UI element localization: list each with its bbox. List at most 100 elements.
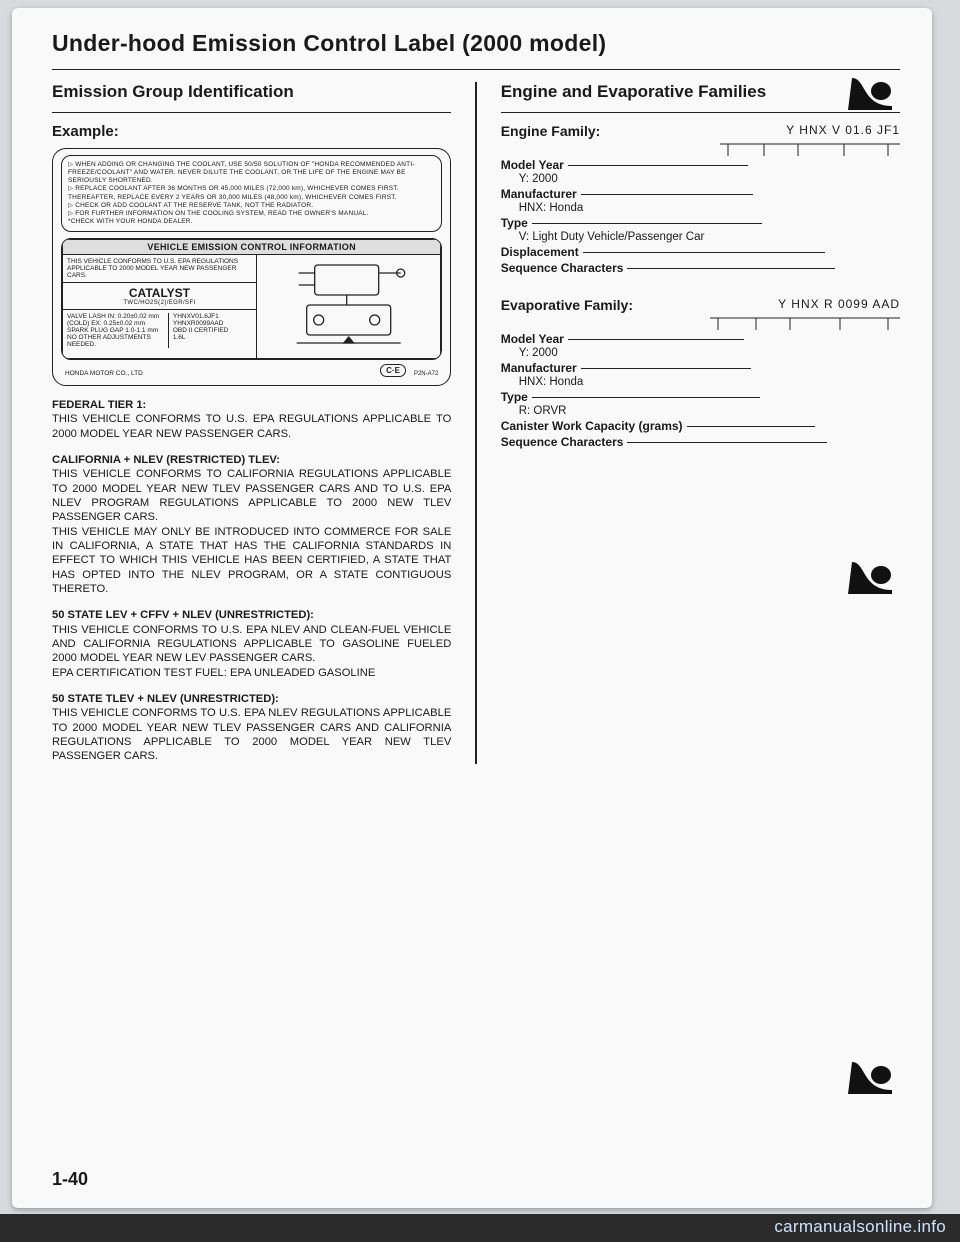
engine-rows: Model YearY: 2000ManufacturerHNX: HondaT… — [501, 158, 900, 275]
note-2: ▷ CHECK OR ADD COOLANT AT THE RESERVE TA… — [68, 202, 435, 210]
paragraph-1: CALIFORNIA + NLEV (RESTRICTED) TLEV:THIS… — [52, 453, 451, 596]
vacuum-diagram-icon — [261, 259, 436, 354]
coolant-notes: ▷ WHEN ADDING OR CHANGING THE COOLANT, U… — [61, 155, 442, 232]
engine-family-block: Engine Family: Y HNX V 01.6 JF1 — [501, 123, 900, 275]
spec-0: VALVE LASH IN: 0.20±0.02 mm — [67, 313, 162, 320]
leader-line — [583, 252, 825, 253]
family-row-key: Model Year — [501, 158, 564, 172]
left-column: Emission Group Identification Example: ▷… — [52, 80, 451, 764]
family-row-value: Y: 2000 — [519, 347, 900, 359]
example-label: Example: — [52, 123, 451, 140]
catalyst-label: CATALYST TWC/HO2S(2)/EGR/SFI — [63, 283, 256, 310]
note-3: ▷ FOR FURTHER INFORMATION ON THE COOLING… — [68, 210, 435, 218]
ce-sub: P2N-A72 — [414, 371, 438, 377]
family-row-key: Manufacturer — [501, 361, 577, 375]
right-specs-col: YHNXV01.6JF1 YHNXR0099AAD OBD II CERTIFI… — [168, 313, 252, 348]
veci-box: VEHICLE EMISSION CONTROL INFORMATION THI… — [61, 238, 442, 360]
evap-family-code: Y HNX R 0099 AAD — [778, 297, 900, 311]
family-row-key: Model Year — [501, 332, 564, 346]
rspec-1: YHNXR0099AAD — [173, 320, 252, 327]
family-row-key: Type — [501, 390, 528, 404]
leader-line — [532, 223, 762, 224]
paragraph-0: FEDERAL TIER 1:THIS VEHICLE CONFORMS TO … — [52, 398, 451, 441]
right-section-heading: Engine and Evaporative Families — [501, 82, 900, 102]
family-row-value: HNX: Honda — [519, 202, 900, 214]
note-0: ▷ WHEN ADDING OR CHANGING THE COOLANT, U… — [68, 161, 435, 185]
rspec-0: YHNXV01.6JF1 — [173, 313, 252, 320]
catalyst-text: CATALYST — [129, 286, 190, 300]
family-row: Sequence Characters — [501, 261, 900, 275]
family-row-key: Type — [501, 216, 528, 230]
punch-tab-top — [848, 76, 894, 110]
engine-family-header: Engine Family: Y HNX V 01.6 JF1 — [501, 123, 900, 141]
engine-family-label: Engine Family: — [501, 123, 601, 139]
leader-line — [568, 339, 744, 340]
family-row-key: Sequence Characters — [501, 435, 624, 449]
emission-label-illustration: ▷ WHEN ADDING OR CHANGING THE COOLANT, U… — [52, 148, 451, 386]
family-row-value: Y: 2000 — [519, 173, 900, 185]
column-divider — [475, 82, 476, 764]
veci-header: VEHICLE EMISSION CONTROL INFORMATION — [62, 239, 441, 255]
rspec-2: OBD II CERTIFIED — [173, 327, 252, 334]
note-1: ▷ REPLACE COOLANT AFTER 36 MONTHS OR 45,… — [68, 185, 435, 201]
leader-line — [532, 397, 760, 398]
spec-3: NO OTHER ADJUSTMENTS NEEDED. — [67, 334, 162, 348]
left-rule — [52, 112, 451, 113]
rspec-3: 1.6L — [173, 334, 252, 341]
page-title: Under-hood Emission Control Label (2000 … — [52, 30, 900, 57]
right-column: Engine and Evaporative Families Engine F… — [501, 80, 900, 764]
leader-line — [687, 426, 815, 427]
note-4: *CHECK WITH YOUR HONDA DEALER. — [68, 218, 435, 226]
paragraph-heading: 50 STATE TLEV + NLEV (UNRESTRICTED): — [52, 693, 279, 705]
punch-tab-mid — [848, 560, 894, 594]
watermark-bar: carmanualsonline.info — [0, 1214, 960, 1242]
evap-family-header: Evaporative Family: Y HNX R 0099 AAD — [501, 297, 900, 315]
evap-family-block: Evaporative Family: Y HNX R 0099 AAD — [501, 297, 900, 449]
page: Under-hood Emission Control Label (2000 … — [12, 8, 932, 1208]
family-row-key: Displacement — [501, 245, 579, 259]
family-row: Displacement — [501, 245, 900, 259]
leader-line — [627, 268, 835, 269]
family-row: Model YearY: 2000 — [501, 332, 900, 359]
paragraph-heading: FEDERAL TIER 1: — [52, 399, 146, 411]
family-row-key: Sequence Characters — [501, 261, 624, 275]
paragraph-3: 50 STATE TLEV + NLEV (UNRESTRICTED):THIS… — [52, 692, 451, 764]
family-row: Canister Work Capacity (grams) — [501, 419, 900, 433]
catalyst-sub: TWC/HO2S(2)/EGR/SFI — [67, 300, 252, 306]
spec-2: SPARK PLUG GAP 1.0-1.1 mm — [67, 327, 162, 334]
paragraph-heading: 50 STATE LEV + CFFV + NLEV (UNRESTRICTED… — [52, 609, 314, 621]
evap-rows: Model YearY: 2000 ManufacturerHNX: Honda T… — [501, 332, 900, 449]
paragraph-2: 50 STATE LEV + CFFV + NLEV (UNRESTRICTED… — [52, 608, 451, 680]
veci-conform-note: THIS VEHICLE CONFORMS TO U.S. EPA REGULA… — [63, 255, 256, 283]
family-row: ManufacturerHNX: Honda — [501, 187, 900, 214]
spec-1: (COLD) EX: 0.25±0.02 mm — [67, 320, 162, 327]
watermark-text: carmanualsonline.info — [774, 1217, 946, 1236]
family-row-value: HNX: Honda — [519, 376, 900, 388]
specs-col: VALVE LASH IN: 0.20±0.02 mm (COLD) EX: 0… — [67, 313, 162, 348]
family-row-value: R: ORVR — [519, 405, 900, 417]
columns: Emission Group Identification Example: ▷… — [52, 80, 900, 764]
paragraphs: FEDERAL TIER 1:THIS VEHICLE CONFORMS TO … — [52, 398, 451, 764]
family-row: Sequence Characters — [501, 435, 900, 449]
leader-line — [581, 368, 751, 369]
left-section-heading: Emission Group Identification — [52, 82, 451, 102]
honda-motor-co: HONDA MOTOR CO., LTD — [65, 370, 143, 377]
family-row: Model YearY: 2000 — [501, 158, 900, 185]
right-rule — [501, 112, 900, 113]
family-row-value: V: Light Duty Vehicle/Passenger Car — [519, 231, 900, 243]
veci-diagram-cell — [257, 255, 440, 358]
engine-tick-row — [501, 142, 900, 156]
paragraph-heading: CALIFORNIA + NLEV (RESTRICTED) TLEV: — [52, 454, 280, 466]
evap-family-label: Evaporative Family: — [501, 297, 633, 313]
engine-family-code: Y HNX V 01.6 JF1 — [786, 123, 900, 137]
evap-tick-row — [501, 316, 900, 330]
veci-body: THIS VEHICLE CONFORMS TO U.S. EPA REGULA… — [62, 255, 441, 359]
family-row: TypeR: ORVR — [501, 390, 900, 417]
page-number: 1-40 — [52, 1169, 88, 1190]
family-row-key: Canister Work Capacity (grams) — [501, 419, 683, 433]
ce-badge: C·E — [380, 364, 406, 377]
veci-left: THIS VEHICLE CONFORMS TO U.S. EPA REGULA… — [63, 255, 257, 358]
label-footer: HONDA MOTOR CO., LTD C·E P2N-A72 — [61, 360, 442, 377]
punch-tab-bottom — [848, 1060, 894, 1094]
leader-line — [568, 165, 748, 166]
